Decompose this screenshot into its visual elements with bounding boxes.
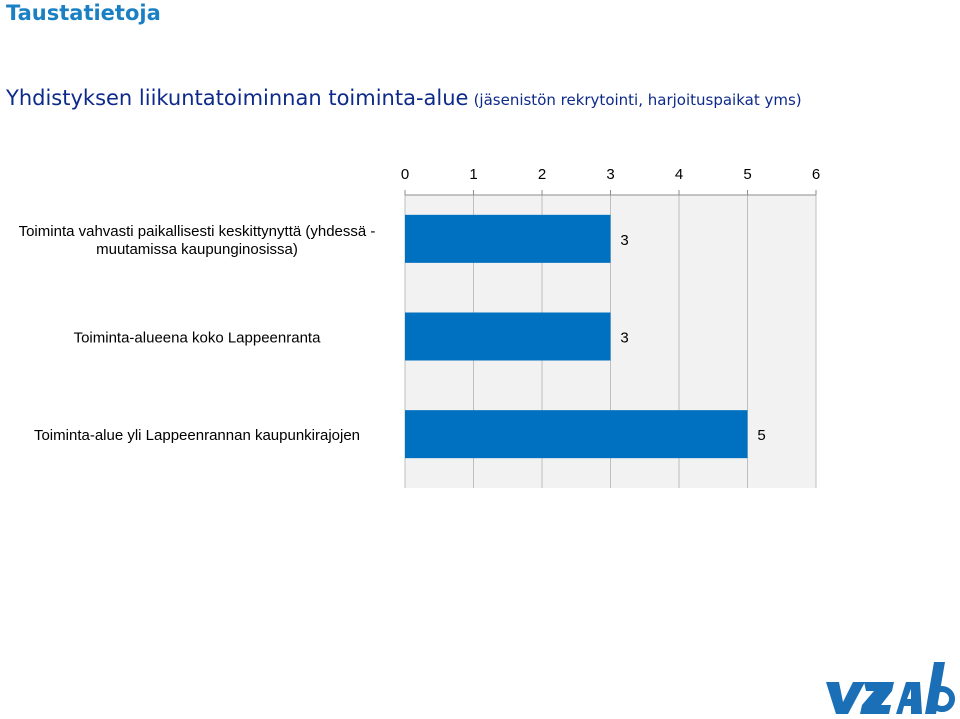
data-label: 3 — [620, 330, 628, 347]
data-label: 5 — [757, 427, 765, 444]
category-label: Toiminta-alue yli Lappeenrannan kaupunki… — [34, 427, 360, 444]
x-tick-label: 0 — [401, 166, 409, 183]
logo-letter-a — [896, 682, 922, 714]
x-tick-label: 5 — [743, 166, 751, 183]
logo-letter-z — [860, 682, 894, 714]
category-label-line: Toiminta vahvasti paikallisesti keskitty… — [19, 223, 376, 240]
x-tick-label: 1 — [469, 166, 477, 183]
vzalo-logo — [826, 662, 955, 714]
page-subtitle: Yhdistyksen liikuntatoiminnan toiminta-a… — [6, 86, 802, 110]
x-tick-label: 2 — [538, 166, 546, 183]
bar — [405, 214, 611, 263]
x-tick-label: 6 — [812, 166, 820, 183]
bar — [405, 312, 611, 361]
subtitle-note: (jäsenistön rekrytointi, harjoituspaikat… — [473, 91, 802, 109]
category-label-line: Toiminta-alueena koko Lappeenranta — [74, 330, 321, 347]
category-label: Toiminta-alueena koko Lappeenranta — [74, 330, 321, 347]
logo-letter-o — [929, 686, 955, 712]
data-label: 3 — [620, 232, 628, 249]
category-label: Toiminta vahvasti paikallisesti keskitty… — [19, 223, 376, 258]
x-tick-label: 4 — [675, 166, 683, 183]
subtitle-main: Yhdistyksen liikuntatoiminnan toiminta-a… — [6, 86, 469, 110]
page-title: Taustatietoja — [6, 1, 161, 25]
category-label-line: muutamissa kaupunginosissa) — [96, 241, 298, 258]
category-label-line: Toiminta-alue yli Lappeenrannan kaupunki… — [34, 427, 360, 444]
x-tick-label: 3 — [606, 166, 614, 183]
logo-letter-v — [826, 682, 865, 714]
bar — [405, 410, 748, 459]
